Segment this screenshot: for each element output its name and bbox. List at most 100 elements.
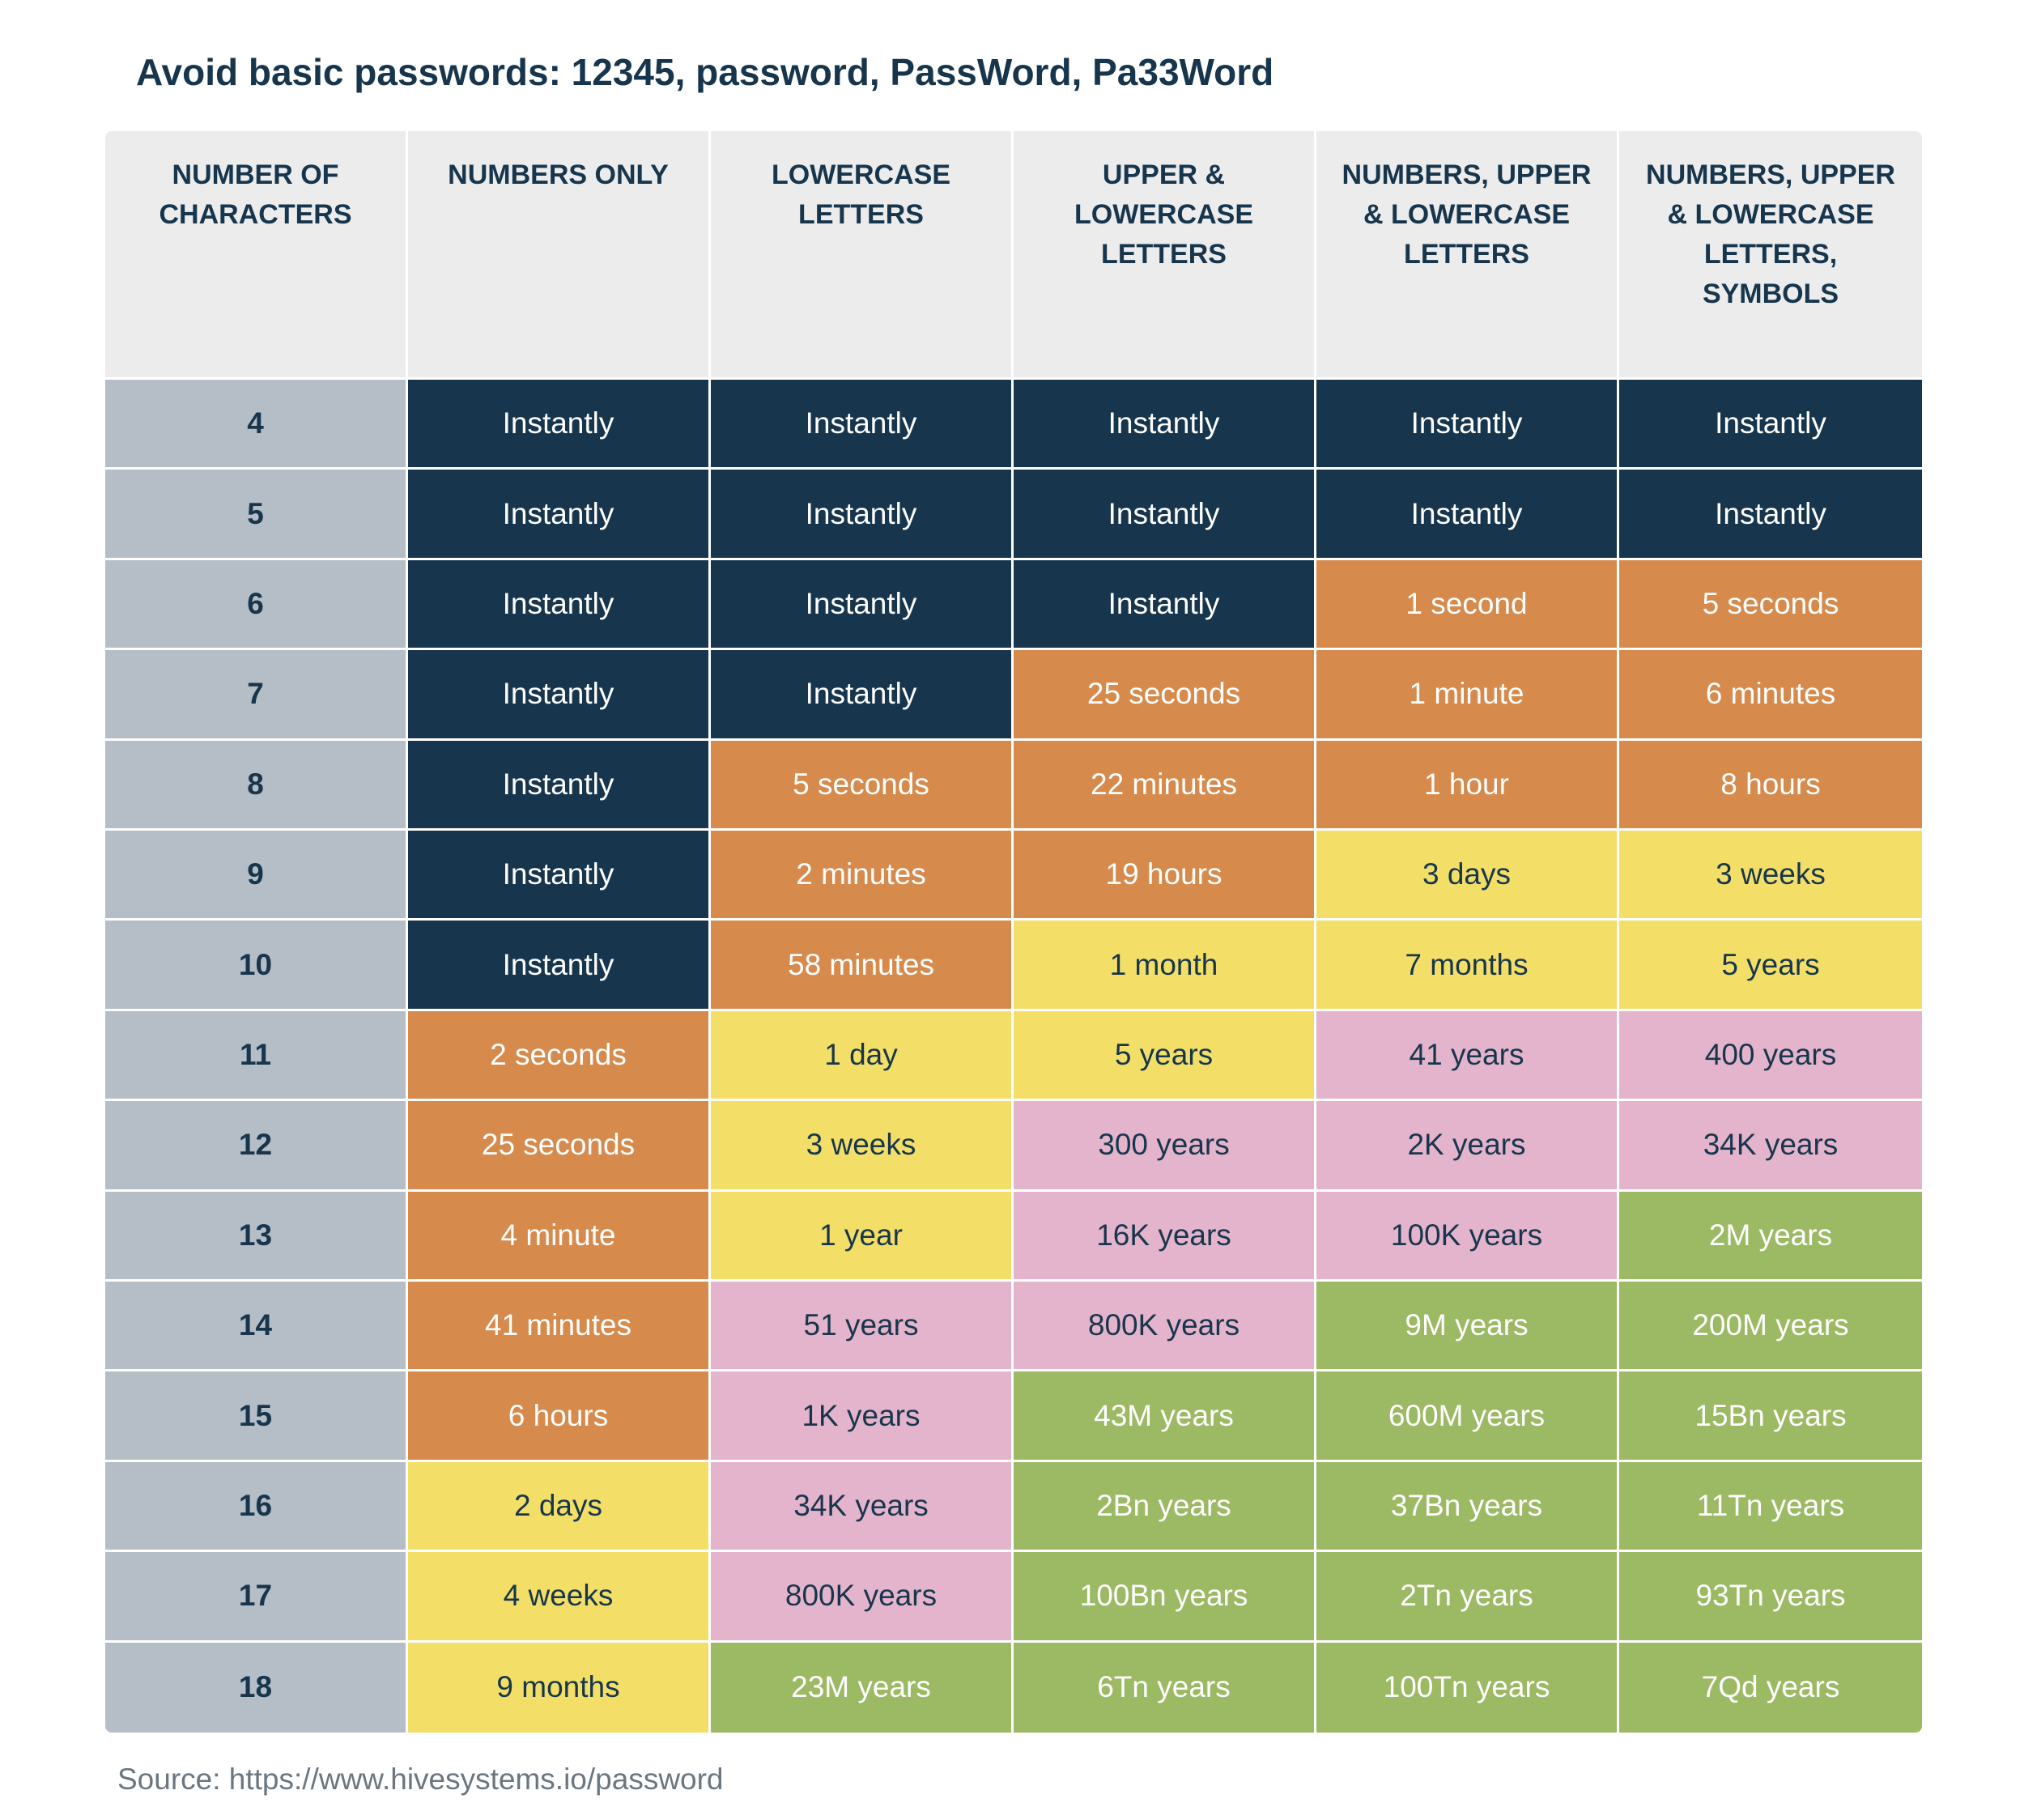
- table-cell: Instantly: [711, 380, 1011, 468]
- password-table: NUMBER OF CHARACTERS NUMBERS ONLY LOWERCAS…: [105, 131, 1922, 1733]
- row-label-7: 7: [105, 650, 406, 738]
- table-cell: 58 minutes: [711, 921, 1011, 1009]
- table-cell: 25 seconds: [1014, 650, 1314, 738]
- table-cell: 2 minutes: [711, 831, 1011, 919]
- table-cell: 22 minutes: [1014, 740, 1314, 828]
- table-cell: 6Tn years: [1014, 1642, 1314, 1733]
- table-cell: Instantly: [711, 559, 1011, 648]
- column-header-1: NUMBERS ONLY: [408, 131, 708, 377]
- row-label-5: 5: [105, 470, 406, 558]
- table-cell: Instantly: [408, 921, 708, 1009]
- row-label-12: 12: [105, 1101, 406, 1189]
- table-cell: Instantly: [711, 470, 1011, 558]
- table-cell: 7Qd years: [1619, 1642, 1922, 1733]
- table-cell: 4 minute: [408, 1191, 708, 1279]
- table-cell: 5 seconds: [1619, 559, 1922, 648]
- table-cell: 1 minute: [1316, 650, 1617, 738]
- table-cell: 1K years: [711, 1371, 1011, 1460]
- table-cell: 34K years: [1619, 1101, 1922, 1189]
- table-cell: 800K years: [711, 1552, 1011, 1640]
- table-cell: Instantly: [408, 650, 708, 738]
- row-label-17: 17: [105, 1552, 406, 1640]
- table-cell: 1 hour: [1316, 740, 1617, 828]
- table-cell: 5 years: [1619, 921, 1922, 1009]
- table-cell: Instantly: [408, 559, 708, 648]
- row-label-14: 14: [105, 1282, 406, 1370]
- table-cell: 41 minutes: [408, 1282, 708, 1370]
- column-header-label: NUMBERS, UPPER & LOWERCASE LETTERS, SYMB…: [1646, 159, 1895, 309]
- column-header-label: NUMBERS ONLY: [448, 159, 669, 190]
- chart-title: Avoid basic passwords: 12345, password, …: [136, 51, 1274, 93]
- table-cell: Instantly: [1619, 380, 1922, 468]
- table-cell: 100Tn years: [1316, 1642, 1617, 1733]
- table-cell: 7 months: [1316, 921, 1617, 1009]
- row-label-18: 18: [105, 1642, 406, 1733]
- table-cell: Instantly: [408, 380, 708, 468]
- table-cell: Instantly: [408, 470, 708, 558]
- table-cell: Instantly: [408, 831, 708, 919]
- table-cell: 400 years: [1619, 1010, 1922, 1099]
- table-cell: 16K years: [1014, 1191, 1314, 1279]
- column-header-5: NUMBERS, UPPER & LOWERCASE LETTERS, SYMB…: [1619, 131, 1922, 377]
- table-cell: 15Bn years: [1619, 1371, 1922, 1460]
- table-cell: 4 weeks: [408, 1552, 708, 1640]
- column-header-0: NUMBER OF CHARACTERS: [105, 131, 406, 377]
- table-cell: Instantly: [1014, 559, 1314, 648]
- table-cell: 1 day: [711, 1010, 1011, 1099]
- table-cell: 11Tn years: [1619, 1461, 1922, 1550]
- table-cell: 8 hours: [1619, 740, 1922, 828]
- table-cell: 5 seconds: [711, 740, 1011, 828]
- table-cell: 2 days: [408, 1461, 708, 1550]
- column-header-2: LOWERCASE LETTERS: [711, 131, 1011, 377]
- table-cell: 1 year: [711, 1191, 1011, 1279]
- row-label-4: 4: [105, 380, 406, 468]
- table-cell: 34K years: [711, 1461, 1011, 1550]
- row-label-15: 15: [105, 1371, 406, 1460]
- table-cell: 6 hours: [408, 1371, 708, 1460]
- table-cell: 3 weeks: [1619, 831, 1922, 919]
- table-cell: 9 months: [408, 1642, 708, 1733]
- table-cell: 2Bn years: [1014, 1461, 1314, 1550]
- column-header-label: LOWERCASE LETTERS: [772, 159, 950, 230]
- table-cell: 93Tn years: [1619, 1552, 1922, 1640]
- row-label-16: 16: [105, 1461, 406, 1550]
- table-cell: 200M years: [1619, 1282, 1922, 1370]
- column-header-4: NUMBERS, UPPER & LOWERCASE LETTERS: [1316, 131, 1617, 377]
- table-cell: 3 days: [1316, 831, 1617, 919]
- row-label-8: 8: [105, 740, 406, 828]
- table-cell: 43M years: [1014, 1371, 1314, 1460]
- table-cell: 19 hours: [1014, 831, 1314, 919]
- table-cell: 2 seconds: [408, 1010, 708, 1099]
- table-cell: Instantly: [1014, 470, 1314, 558]
- table-cell: Instantly: [711, 650, 1011, 738]
- row-label-10: 10: [105, 921, 406, 1009]
- table-cell: 2Tn years: [1316, 1552, 1617, 1640]
- table-cell: 25 seconds: [408, 1101, 708, 1189]
- column-header-3: UPPER & LOWERCASE LETTERS: [1014, 131, 1314, 377]
- table-cell: 2M years: [1619, 1191, 1922, 1279]
- table-cell: 1 second: [1316, 559, 1617, 648]
- table-cell: Instantly: [1014, 380, 1314, 468]
- table-cell: 600M years: [1316, 1371, 1617, 1460]
- column-header-label: UPPER & LOWERCASE LETTERS: [1074, 159, 1253, 270]
- table-cell: Instantly: [1316, 380, 1617, 468]
- table-cell: Instantly: [1316, 470, 1617, 558]
- table-cell: 51 years: [711, 1282, 1011, 1370]
- table-cell: 800K years: [1014, 1282, 1314, 1370]
- table-cell: 23M years: [711, 1642, 1011, 1733]
- row-label-6: 6: [105, 559, 406, 648]
- table-cell: 41 years: [1316, 1010, 1617, 1099]
- table-cell: 1 month: [1014, 921, 1314, 1009]
- source-note: Source: https://www.hivesystems.io/passw…: [117, 1763, 724, 1796]
- table-cell: 37Bn years: [1316, 1461, 1617, 1550]
- row-label-11: 11: [105, 1010, 406, 1099]
- table-cell: 3 weeks: [711, 1101, 1011, 1189]
- column-header-label: NUMBER OF CHARACTERS: [159, 159, 352, 230]
- table-cell: 100Bn years: [1014, 1552, 1314, 1640]
- table-cell: 300 years: [1014, 1101, 1314, 1189]
- table-cell: 6 minutes: [1619, 650, 1922, 738]
- table-cell: Instantly: [1619, 470, 1922, 558]
- table-cell: 5 years: [1014, 1010, 1314, 1099]
- table-cell: Instantly: [408, 740, 708, 828]
- row-label-9: 9: [105, 831, 406, 919]
